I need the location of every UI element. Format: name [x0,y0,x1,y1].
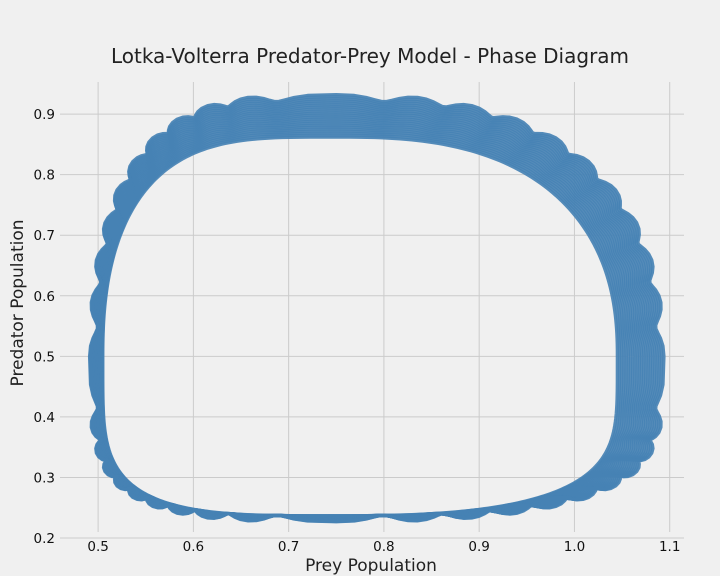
x-tick-label-4: 0.9 [468,539,489,555]
x-tick-label-6: 1.1 [659,539,680,555]
trajectory-loop-21 [87,93,666,524]
y-tick-label-4: 0.6 [34,289,55,305]
y-tick-label-1: 0.3 [34,470,55,486]
x-tick-label-5: 1.0 [564,539,585,555]
y-tick-label-7: 0.9 [34,107,55,123]
y-tick-label-6: 0.8 [34,168,55,184]
x-tick-label-3: 0.8 [373,539,394,555]
x-tick-label-1: 0.6 [183,539,204,555]
y-tick-label-2: 0.4 [34,410,55,426]
x-tick-label-2: 0.7 [278,539,299,555]
y-tick-label-0: 0.2 [34,531,55,547]
tick-labels: 0.5 0.6 0.7 0.8 0.9 1.0 1.1 0.2 0.3 0.4 0.5 0.6 0.7 0… [34,107,681,555]
trajectory-series [87,93,666,524]
x-tick-label-0: 0.5 [87,539,108,555]
chart-title: Lotka-Volterra Predator-Prey Model - Pha… [111,44,629,68]
x-axis-label: Prey Population [305,556,437,576]
y-tick-label-5: 0.7 [34,228,55,244]
y-axis-label: Predator Population [8,219,28,386]
y-tick-label-3: 0.5 [34,349,55,365]
